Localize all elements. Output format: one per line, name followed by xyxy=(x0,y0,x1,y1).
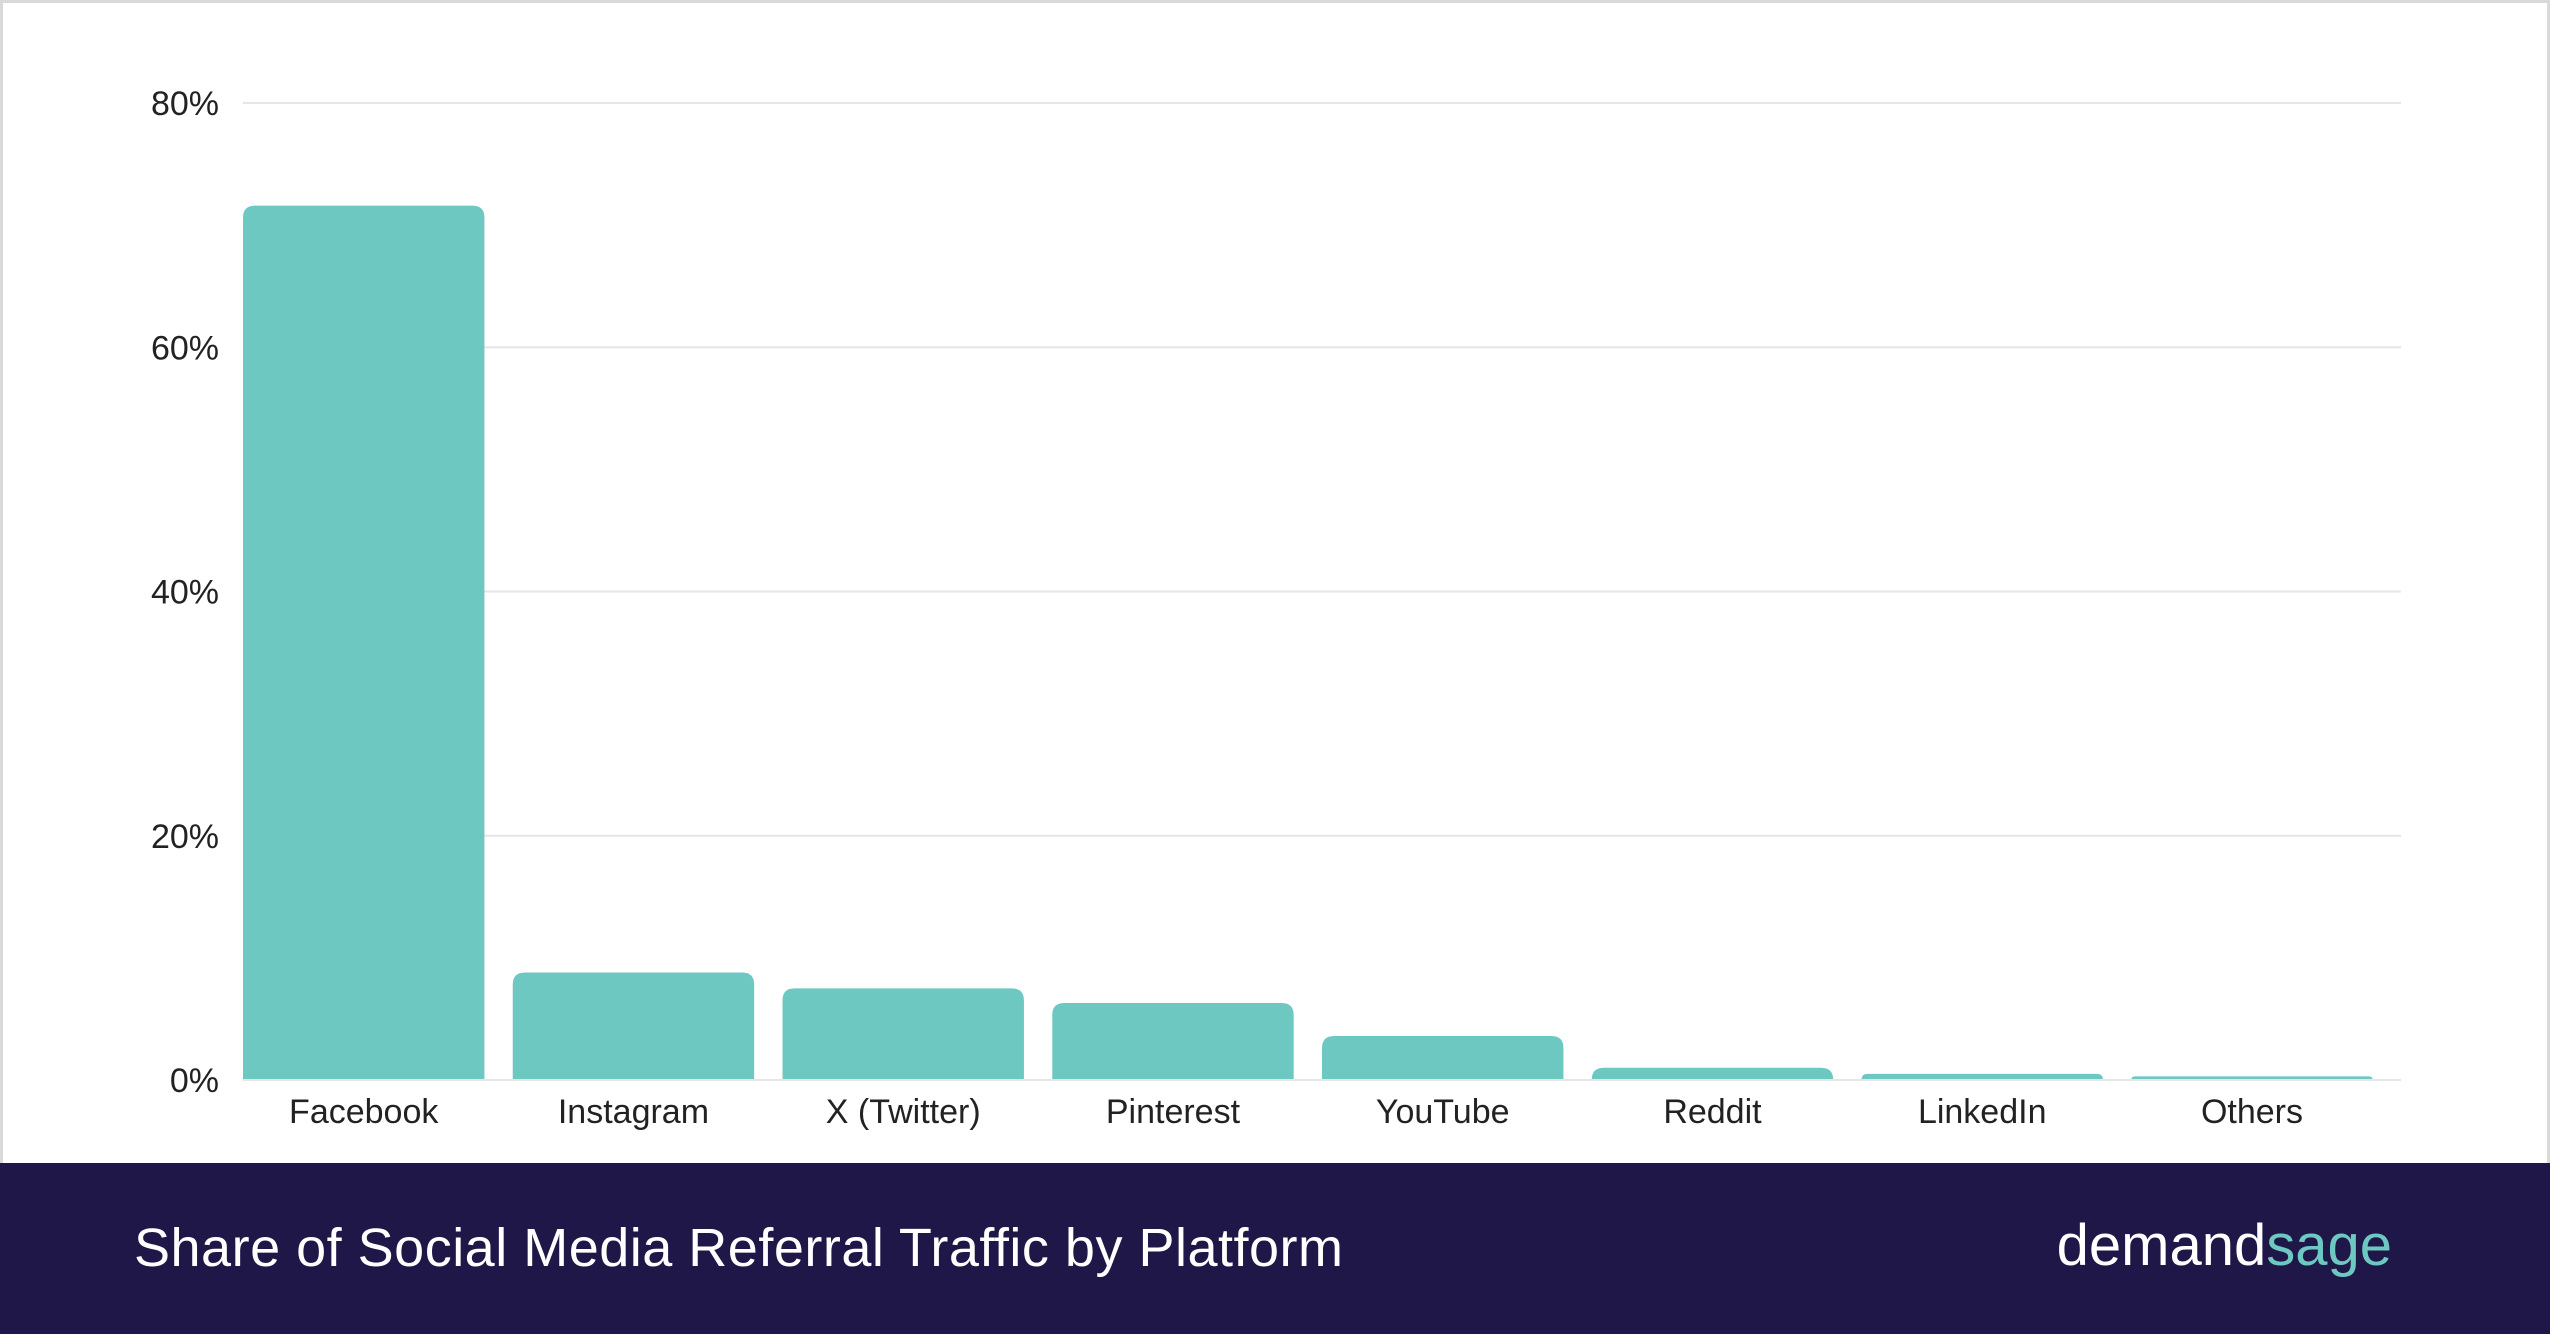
x-tick-label: YouTube xyxy=(1376,1093,1510,1131)
brand-logo: demandsage xyxy=(2057,1163,2392,1334)
x-tick-label: Pinterest xyxy=(1106,1093,1241,1131)
y-tick-label: 60% xyxy=(151,329,219,367)
bar-chart: 0% 20% 40% 60% 80% Facebook Instagram X (Twitte… xyxy=(151,85,2401,1131)
footer-banner: Share of Social Media Referral Traffic b… xyxy=(0,1163,2550,1334)
bar-youtube xyxy=(1322,1036,1564,1080)
x-tick-label: Instagram xyxy=(558,1093,709,1131)
bar-reddit xyxy=(1591,1067,1834,1080)
logo-text-primary: demand xyxy=(2056,1213,2267,1278)
x-tick-label: Reddit xyxy=(1663,1093,1762,1131)
bar-pinterest xyxy=(1052,1003,1294,1080)
x-tick-label: Facebook xyxy=(289,1093,439,1131)
chart-title: Share of Social Media Referral Traffic b… xyxy=(134,1218,1344,1278)
bar-instagram xyxy=(512,972,755,1080)
x-tick-label: X (Twitter) xyxy=(826,1093,981,1131)
bar-x-twitter xyxy=(782,988,1024,1080)
y-tick-label: 20% xyxy=(151,818,219,856)
bar-facebook xyxy=(243,205,485,1080)
logo-text-accent: sage xyxy=(2266,1213,2392,1278)
y-tick-label: 0% xyxy=(170,1062,219,1100)
x-tick-label: Others xyxy=(2201,1093,2303,1131)
y-tick-label: 40% xyxy=(151,574,219,612)
x-tick-label: LinkedIn xyxy=(1918,1093,2047,1131)
bar-linkedin xyxy=(1861,1073,2103,1080)
y-tick-label: 80% xyxy=(151,85,219,123)
